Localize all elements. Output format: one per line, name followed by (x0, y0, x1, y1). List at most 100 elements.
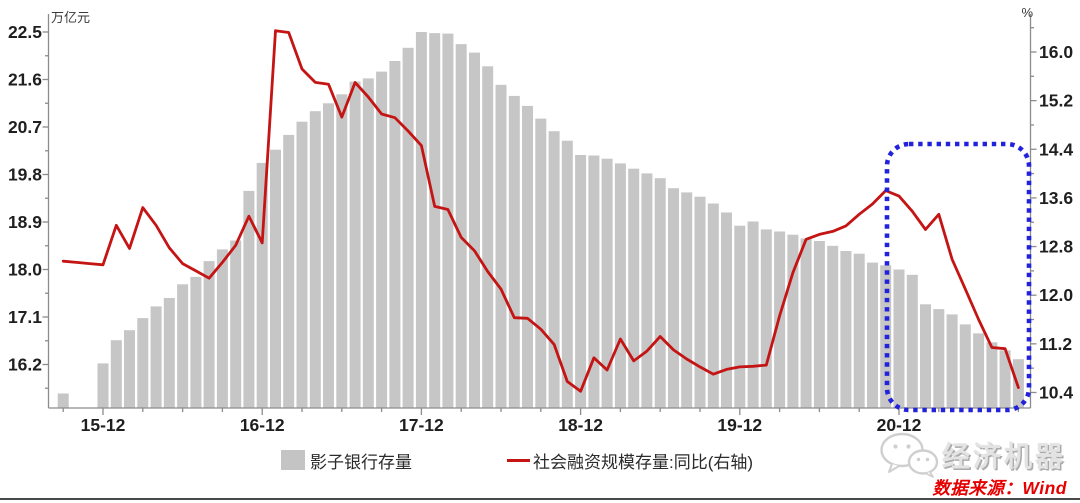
brand-name: 经济机器 (941, 440, 1066, 472)
bar-19-06 (654, 178, 666, 408)
left-tick-22.5: 22.5 (8, 22, 42, 42)
bar-16-12 (256, 162, 268, 408)
right-tick-11.2: 11.2 (1039, 334, 1072, 354)
left-tick-18.9: 18.9 (8, 212, 42, 232)
bar-20-05 (800, 238, 812, 408)
bar-16-08 (203, 261, 215, 408)
bar-21-01 (906, 274, 918, 408)
right-tick-13.6: 13.6 (1039, 188, 1073, 208)
bar-18-03 (455, 44, 467, 408)
right-tick-15.2: 15.2 (1039, 91, 1073, 111)
bar-19-03 (614, 163, 626, 408)
right-tick-10.4: 10.4 (1039, 382, 1073, 402)
left-tick-17.1: 17.1 (8, 307, 42, 327)
left-tick-16.2: 16.2 (8, 355, 42, 375)
bar-16-05 (163, 298, 175, 408)
bar-16-07 (190, 276, 202, 408)
bar-18-01 (429, 33, 441, 408)
wechat-icon (880, 432, 939, 478)
bar-19-02 (601, 158, 613, 408)
right-axis-unit-label: % (1021, 5, 1033, 20)
bar-17-03 (296, 121, 308, 408)
bar-19-12 (734, 225, 746, 408)
x-tick-18-12: 18-12 (558, 415, 603, 435)
bar-16-10 (230, 240, 242, 408)
x-tick-15-12: 15-12 (81, 415, 126, 435)
brand-watermark: 经济机器 (878, 431, 1066, 478)
bar-21-05 (959, 324, 971, 408)
bar-17-09 (376, 71, 388, 408)
bar-21-08 (999, 350, 1011, 408)
bar-21-03 (933, 309, 945, 408)
bar-19-01 (588, 155, 600, 408)
bar-19-04 (628, 168, 640, 408)
bar-18-08 (522, 105, 533, 409)
bar-18-07 (508, 95, 520, 409)
bar-21-06 (973, 333, 985, 408)
x-tick-16-12: 16-12 (240, 415, 285, 435)
bar-18-10 (548, 131, 560, 408)
bar-17-12 (415, 32, 427, 408)
bar-18-02 (442, 33, 454, 408)
tsf-yoy-line (61, 29, 1020, 393)
bar-19-11 (721, 212, 732, 408)
bar-21-07 (986, 342, 998, 408)
bar-16-04 (150, 306, 162, 408)
bar-20-07 (827, 245, 839, 408)
bar-19-10 (707, 203, 719, 408)
legend-item-shadow-banking: 影子银行存量 (281, 449, 412, 472)
bar-19-05 (641, 173, 653, 408)
bar-20-06 (813, 241, 825, 408)
legend-bar-swatch (281, 450, 305, 470)
bar-16-03 (137, 318, 149, 408)
bar-20-10 (867, 262, 878, 408)
bar-20-01 (747, 221, 759, 408)
bar-18-09 (535, 118, 547, 408)
bar-17-04 (309, 111, 321, 408)
right-tick-14.4: 14.4 (1039, 139, 1073, 159)
bar-15-12 (97, 363, 109, 408)
x-tick-20-12: 20-12 (877, 415, 922, 435)
bar-16-11 (243, 190, 255, 408)
right-tick-12.8: 12.8 (1039, 237, 1073, 257)
bar-21-04 (946, 314, 958, 408)
bar-20-12 (893, 269, 905, 408)
bar-17-05 (323, 103, 334, 409)
x-tick-17-12: 17-12 (399, 415, 444, 435)
bar-17-01 (270, 149, 281, 408)
legend-line-label: 社会融资规模存量:同比(右轴) (533, 452, 754, 472)
footer-divider (0, 498, 1080, 500)
legend-bar-label: 影子银行存量 (310, 452, 412, 472)
bar-20-02 (760, 229, 772, 408)
bar-19-09 (694, 196, 706, 408)
x-tick-19-12: 19-12 (717, 415, 762, 435)
left-tick-19.8: 19.8 (8, 165, 42, 185)
bar-18-12 (575, 155, 587, 408)
left-tick-20.7: 20.7 (8, 117, 42, 137)
bar-15-09 (57, 393, 69, 408)
data-source-credit: 数据来源：Wind (932, 478, 1067, 498)
bar-18-05 (482, 66, 494, 409)
left-tick-21.6: 21.6 (8, 70, 42, 90)
bar-20-09 (853, 253, 865, 408)
left-axis-unit-label: 万亿元 (51, 10, 91, 25)
bar-17-11 (402, 47, 414, 409)
bar-17-10 (389, 61, 401, 408)
bar-20-04 (787, 234, 799, 408)
bar-19-07 (668, 188, 679, 408)
bar-16-09 (216, 249, 228, 408)
left-tick-18.0: 18.0 (8, 260, 42, 280)
right-tick-12.0: 12.0 (1039, 285, 1073, 305)
bar-17-06 (336, 94, 348, 409)
bar-19-08 (681, 192, 693, 408)
legend-line-swatch (507, 458, 530, 462)
bar-17-02 (283, 134, 295, 408)
bar-18-06 (495, 84, 507, 409)
axis-tick-labels: 22.5 21.6 20.7 19.8 18.9 18.0 17.1 16.2 16.0 15.2… (8, 22, 1073, 435)
bar-17-08 (362, 78, 374, 409)
bar-17-07 (349, 81, 361, 408)
bar-16-01 (110, 340, 122, 408)
highlight-box (884, 141, 1032, 413)
